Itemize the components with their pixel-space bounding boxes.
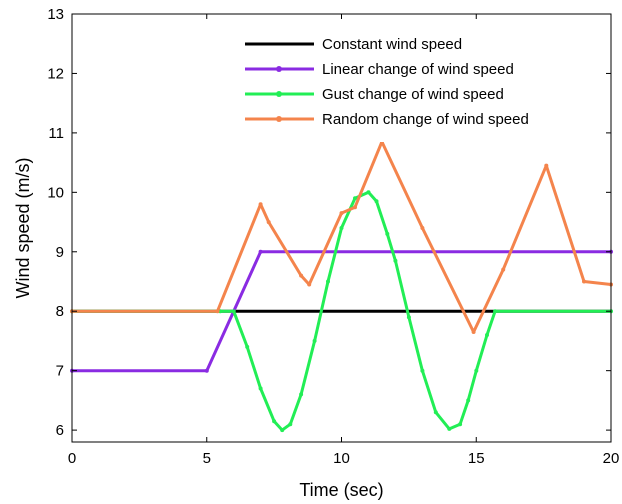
data-point <box>493 309 498 314</box>
data-point <box>339 211 344 216</box>
data-point <box>374 199 379 204</box>
y-tick-label: 8 <box>56 303 64 320</box>
data-point <box>466 398 471 403</box>
data-point <box>385 231 390 236</box>
data-point <box>366 190 371 195</box>
data-point <box>485 333 489 337</box>
data-point <box>231 309 236 314</box>
y-tick-label: 9 <box>56 244 64 261</box>
series-layer <box>70 139 613 433</box>
data-point <box>258 249 263 254</box>
legend-label-1: Constant wind speed <box>322 36 462 53</box>
legend-marker-3 <box>276 91 282 97</box>
x-tick-label: 15 <box>468 450 485 467</box>
data-point <box>544 163 549 168</box>
ticks-layer: 0 5 10 15 20 6 7 8 9 10 11 12 13 <box>47 6 619 467</box>
x-tick-label: 20 <box>603 450 620 467</box>
y-tick-label: 11 <box>48 125 64 142</box>
legend-marker-2 <box>276 66 282 72</box>
data-point <box>258 386 263 391</box>
legend-label-4: Random change of wind speed <box>322 111 529 128</box>
y-tick-label: 7 <box>56 363 64 380</box>
x-tick-label: 10 <box>333 450 350 467</box>
data-point <box>204 368 209 373</box>
data-point <box>258 202 263 207</box>
data-point <box>420 368 425 373</box>
legend: Constant wind speed Linear change of wind… <box>232 26 605 142</box>
data-point <box>420 226 425 230</box>
y-tick-label: 6 <box>56 422 64 439</box>
data-point <box>393 258 398 263</box>
data-point <box>582 279 586 284</box>
data-point <box>474 368 479 373</box>
y-tick-label: 12 <box>47 65 64 82</box>
data-point <box>406 315 411 320</box>
legend-label-3: Gust change of wind speed <box>322 86 504 103</box>
data-point <box>458 422 463 427</box>
data-point <box>326 279 330 284</box>
data-point <box>266 220 271 225</box>
data-point <box>307 282 312 287</box>
data-point <box>245 344 250 349</box>
data-point <box>433 410 438 415</box>
data-point <box>353 196 357 201</box>
data-point <box>215 309 220 314</box>
x-axis-label: Time (sec) <box>299 480 383 500</box>
data-point <box>471 330 476 334</box>
y-tick-label: 13 <box>47 6 64 23</box>
data-point <box>272 419 277 424</box>
y-axis-label: Wind speed (m/s) <box>13 157 33 298</box>
legend-label-2: Linear change of wind speed <box>322 61 514 78</box>
y-tick-label: 10 <box>47 184 64 201</box>
data-point <box>299 392 304 397</box>
data-point <box>339 226 344 230</box>
data-point <box>299 273 304 278</box>
data-point <box>353 205 357 210</box>
x-tick-label: 0 <box>68 450 76 467</box>
data-point <box>447 426 452 431</box>
legend-marker-4 <box>276 116 282 122</box>
data-point <box>312 338 317 343</box>
x-tick-label: 5 <box>203 450 211 467</box>
data-point <box>288 422 293 427</box>
data-point <box>280 428 285 433</box>
data-point <box>501 267 506 272</box>
